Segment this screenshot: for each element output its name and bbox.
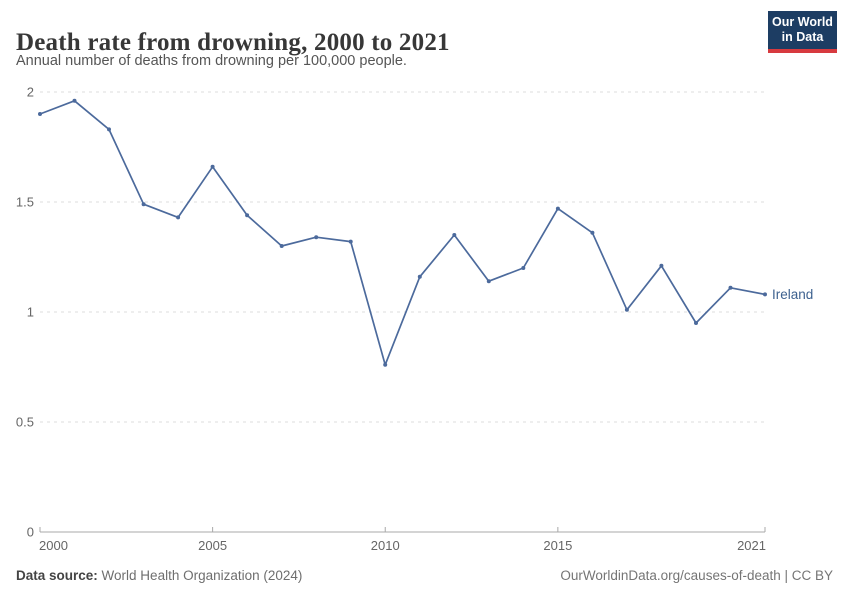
data-point-2015[interactable] <box>555 206 560 211</box>
data-point-2019[interactable] <box>694 321 698 325</box>
x-tick-label: 2010 <box>371 538 400 553</box>
chart-footer: Data source: World Health Organization (… <box>16 568 833 583</box>
data-point-2000[interactable] <box>38 112 42 116</box>
data-point-2004[interactable] <box>176 215 181 220</box>
x-tick-label: 2015 <box>543 538 572 553</box>
series-line-ireland[interactable] <box>39 99 766 366</box>
data-point-2005[interactable] <box>210 164 215 169</box>
data-point-2011[interactable] <box>417 274 422 279</box>
data-point-2021[interactable] <box>763 292 767 297</box>
data-point-2002[interactable] <box>107 127 111 132</box>
data-point-2003[interactable] <box>141 202 146 207</box>
data-point-2020[interactable] <box>728 285 733 290</box>
y-tick-label: 0 <box>27 525 34 540</box>
page-title: Death rate from drowning, 2000 to 2021 <box>16 28 450 56</box>
x-tick-label: 2005 <box>198 538 227 553</box>
y-tick-label: 1.5 <box>16 195 34 210</box>
y-tick-label: 0.5 <box>16 415 34 430</box>
data-point-2006[interactable] <box>245 213 250 218</box>
owid-logo-line2: in Data <box>781 30 824 44</box>
data-point-2012[interactable] <box>452 233 457 237</box>
data-point-2001[interactable] <box>72 98 77 103</box>
x-tick-label: 2000 <box>39 538 68 553</box>
data-point-2017[interactable] <box>624 307 629 312</box>
owid-logo[interactable]: Our World in Data <box>768 11 837 53</box>
y-tick-label: 1 <box>27 305 34 320</box>
data-point-2007[interactable] <box>279 244 284 248</box>
data-source-value: World Health Organization (2024) <box>101 568 303 583</box>
x-tick-label: 2021 <box>737 538 766 553</box>
data-source-label: Data source: <box>16 568 98 583</box>
license-link[interactable]: OurWorldinData.org/causes-of-death | CC … <box>560 568 833 583</box>
data-point-2018[interactable] <box>659 263 664 268</box>
y-tick-label: 2 <box>27 85 34 100</box>
owid-logo-line1: Our World <box>772 15 833 29</box>
data-point-2014[interactable] <box>521 266 526 270</box>
series-label-ireland[interactable]: Ireland <box>772 287 813 302</box>
data-point-2009[interactable] <box>348 239 353 244</box>
data-point-2010[interactable] <box>383 362 388 367</box>
data-point-2016[interactable] <box>590 230 595 235</box>
data-point-2013[interactable] <box>486 279 491 284</box>
chart-subtitle: Annual number of deaths from drowning pe… <box>16 53 407 69</box>
data-point-2008[interactable] <box>314 235 319 240</box>
data-source-note: Data source: World Health Organization (… <box>16 568 302 583</box>
